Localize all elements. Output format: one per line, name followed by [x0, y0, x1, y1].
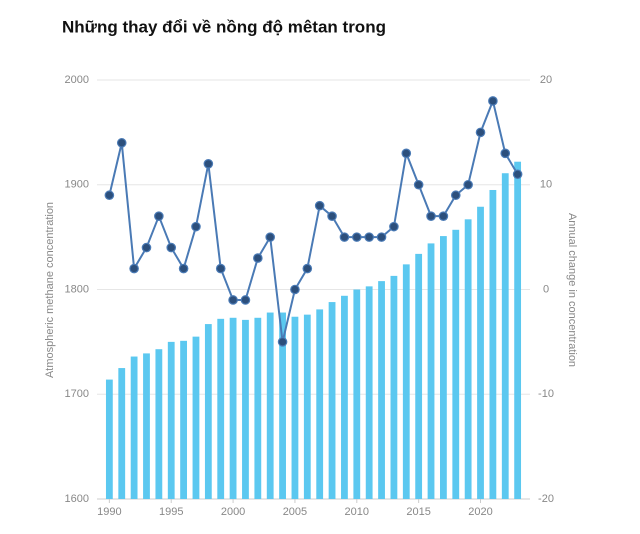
marker: [488, 96, 498, 106]
x-tick-label: 2000: [221, 506, 245, 518]
marker: [154, 211, 164, 221]
y-tick-label: 1900: [65, 179, 89, 191]
bar: [143, 353, 150, 499]
marker: [253, 253, 263, 263]
y2-axis-label: Annual change in concentration: [566, 213, 578, 367]
bar: [378, 281, 385, 499]
marker: [475, 127, 486, 138]
marker: [500, 148, 511, 159]
marker: [364, 232, 374, 242]
bar: [291, 316, 299, 499]
bar: [279, 312, 286, 499]
marker: [215, 263, 226, 274]
bar: [204, 324, 212, 499]
bar: [266, 312, 274, 499]
marker: [277, 337, 288, 347]
x-tick-label: 2015: [406, 506, 430, 518]
marker: [104, 190, 115, 201]
marker: [426, 211, 436, 221]
bar: [341, 295, 348, 499]
bar: [415, 253, 423, 499]
y2-tick-label: -10: [538, 388, 554, 400]
bar: [328, 302, 336, 499]
x-tick-label: 2010: [345, 506, 369, 518]
marker: [178, 263, 189, 274]
marker: [265, 232, 275, 242]
marker: [512, 169, 523, 180]
x-tick-label: 2005: [283, 506, 307, 518]
bar: [229, 317, 237, 499]
bar: [192, 336, 200, 499]
marker: [228, 295, 238, 305]
bar: [514, 161, 522, 499]
bar: [242, 319, 249, 499]
marker: [389, 221, 399, 232]
bar: [217, 318, 225, 499]
marker: [240, 295, 251, 305]
y2-tick-label: 10: [540, 179, 552, 191]
bar: [464, 219, 472, 499]
y2-tick-label: 20: [540, 74, 552, 86]
y-tick-label: 1700: [65, 388, 89, 400]
y-axis-label: Atmospheric methane concentration: [44, 202, 56, 378]
y2-tick-label: 0: [543, 283, 549, 295]
line: [108, 97, 519, 343]
bar: [402, 264, 410, 499]
x-tick-label: 2020: [468, 506, 492, 518]
marker: [141, 242, 152, 253]
bar: [130, 356, 138, 499]
bar: [390, 275, 398, 499]
marker: [376, 232, 387, 242]
marker: [327, 211, 337, 221]
chart-title: Những thay đổi về nồng độ mêtan trong: [62, 17, 386, 36]
marker: [116, 138, 127, 148]
bar: [439, 236, 447, 499]
marker: [302, 263, 313, 274]
x-tick-label: 1995: [159, 506, 183, 518]
marker: [166, 242, 177, 253]
bar: [303, 314, 311, 499]
bar: [452, 229, 460, 500]
bar: [427, 243, 435, 499]
bar: [167, 341, 175, 499]
bar: [353, 289, 361, 499]
bar: [316, 309, 324, 499]
y-tick-label: 1600: [65, 493, 89, 505]
marker: [129, 263, 139, 274]
x-tick-label: 1990: [97, 506, 121, 518]
y2-tick-label: -20: [538, 493, 554, 505]
marker: [413, 179, 424, 190]
marker: [351, 232, 362, 242]
y-tick-label: 1800: [65, 283, 89, 295]
marker: [191, 221, 201, 232]
bar: [118, 368, 126, 499]
marker: [401, 148, 412, 159]
bar: [501, 173, 509, 500]
y-tick-label: 2000: [65, 74, 89, 86]
bar: [365, 286, 373, 499]
bar: [180, 340, 188, 499]
marker: [450, 190, 461, 201]
marker: [290, 284, 300, 295]
bar: [254, 317, 262, 499]
marker: [314, 200, 325, 211]
marker: [203, 159, 214, 169]
marker: [463, 179, 473, 190]
marker: [339, 232, 350, 242]
bar: [105, 379, 113, 499]
bar: [489, 189, 497, 500]
bar: [477, 206, 484, 499]
marker: [438, 211, 449, 221]
bar: [155, 349, 163, 499]
